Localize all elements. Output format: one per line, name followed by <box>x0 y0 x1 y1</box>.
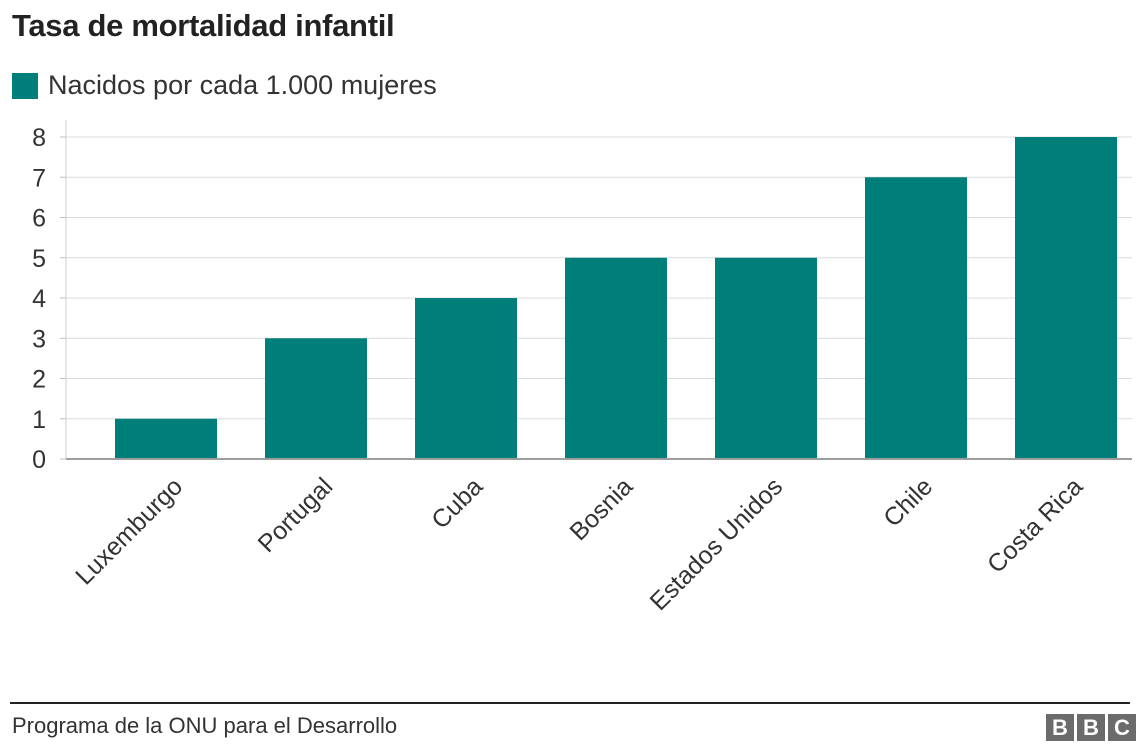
y-tick-label: 2 <box>32 366 46 394</box>
bar-chart: 0 1 2 3 4 5 6 7 8 Luxemburgo Portugal Cuba Bosnia Es… <box>32 120 1132 616</box>
source-text: Programa de la ONU para el Desarrollo <box>12 713 398 738</box>
bar-portugal <box>265 338 367 459</box>
x-tick-label: Chile <box>878 472 938 532</box>
bar-cuba <box>415 298 517 459</box>
x-tick-label: Estados Unidos <box>645 472 789 616</box>
chart-title: Tasa de mortalidad infantil <box>12 8 395 43</box>
y-tick-label: 8 <box>32 124 46 152</box>
y-tick-label: 7 <box>32 164 46 192</box>
bbc-logo-letter: B <box>1046 714 1074 741</box>
bbc-logo: B B C <box>1046 714 1136 741</box>
bar-bosnia <box>565 257 667 459</box>
x-tick-label: Costa Rica <box>982 472 1088 578</box>
y-tick-label: 6 <box>32 205 46 233</box>
footer-divider <box>10 702 1130 704</box>
y-tick-label: 5 <box>32 245 46 273</box>
x-tick-label: Bosnia <box>564 472 638 546</box>
bars <box>115 137 1117 459</box>
bbc-logo-letter: C <box>1108 714 1136 741</box>
bar-luxemburgo <box>115 418 217 459</box>
bbc-logo-letter: B <box>1077 714 1105 741</box>
x-tick-label: Portugal <box>253 472 339 558</box>
bar-chile <box>865 177 967 459</box>
x-tick-label: Luxemburgo <box>70 472 188 590</box>
legend-swatch <box>12 72 38 99</box>
y-tick-label: 0 <box>32 446 46 474</box>
y-tick-label: 3 <box>32 325 46 353</box>
x-tick-label: Cuba <box>426 472 488 534</box>
y-axis-ticks: 0 1 2 3 4 5 6 7 8 <box>32 124 66 474</box>
legend: Nacidos por cada 1.000 mujeres <box>12 70 437 101</box>
legend-label: Nacidos por cada 1.000 mujeres <box>48 70 437 100</box>
y-tick-label: 1 <box>32 406 46 434</box>
bar-estados-unidos <box>715 257 817 459</box>
y-tick-label: 4 <box>32 285 46 313</box>
bar-costa-rica <box>1015 137 1117 459</box>
x-axis-labels: Luxemburgo Portugal Cuba Bosnia Estados Unid… <box>70 472 1088 616</box>
